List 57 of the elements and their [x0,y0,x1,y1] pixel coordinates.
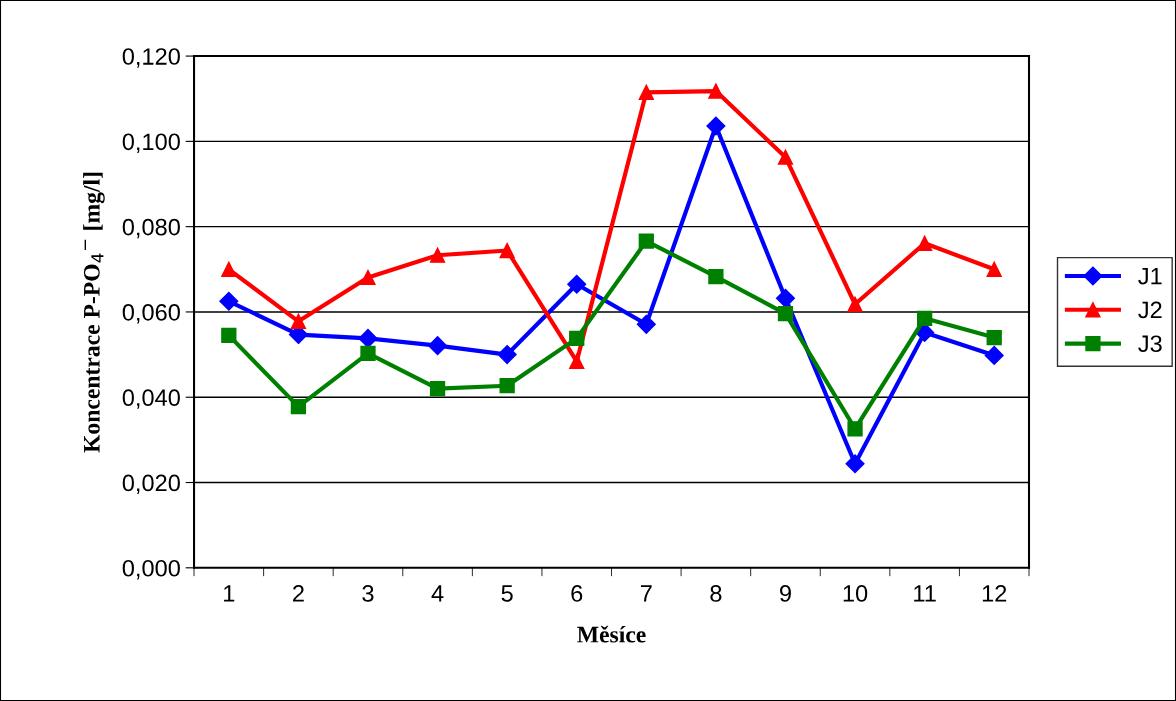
point [777,149,794,165]
x-tick-label: 1 [224,585,235,602]
y-tick-label: 0,100 [122,133,180,153]
point [708,83,724,99]
x-axis-title: Měsíce [577,625,646,643]
y-tick-label: 0,120 [122,48,180,68]
point [986,329,1002,346]
point [567,274,587,294]
x-tick-label: 6 [571,585,583,602]
legend-label: J1 [1138,267,1162,285]
y-tick-label: 0,000 [122,559,180,580]
y-axis-title: Koncentrace P-PO$_{4}$$^{−}$ [mg/l] [83,172,105,453]
point [429,247,446,263]
x-tick-label: 9 [780,585,791,602]
x-tick-label: 7 [640,585,652,602]
x-tick-label: 8 [710,585,722,602]
point [219,291,239,311]
legend-label: J2 [1138,301,1162,319]
point [569,353,585,370]
y-tick-label: 0,060 [122,304,180,324]
point [497,345,517,365]
x-tick-label: 10 [843,585,868,602]
x-tick-label: 4 [431,585,444,602]
point [358,328,378,348]
point [638,233,654,249]
point [499,378,515,394]
point [221,327,237,344]
point [706,116,726,136]
point [636,314,656,334]
legend-label: J3 [1138,335,1162,353]
x-tick-label: 5 [501,585,513,602]
point [847,296,863,312]
point [290,313,307,329]
point [777,306,794,322]
point [775,288,796,308]
x-tick-label: 2 [293,585,304,602]
y-tick-label: 0,080 [122,218,180,239]
y-tick-label: 0,020 [122,474,180,495]
x-tick-label: 3 [362,585,374,602]
point [984,345,1004,365]
y-tick-label: 0,040 [122,389,180,409]
point [360,269,376,286]
x-tick-label: 11 [914,585,936,602]
point [708,268,724,285]
point [845,454,865,474]
point [429,381,446,397]
x-tick-label: 12 [982,585,1007,602]
point [499,242,515,259]
point [569,330,585,347]
point [638,84,654,100]
point [360,345,376,361]
point [221,261,237,277]
point [428,336,448,356]
point [847,421,863,437]
point [290,398,307,415]
point [986,261,1002,277]
point [916,310,933,326]
